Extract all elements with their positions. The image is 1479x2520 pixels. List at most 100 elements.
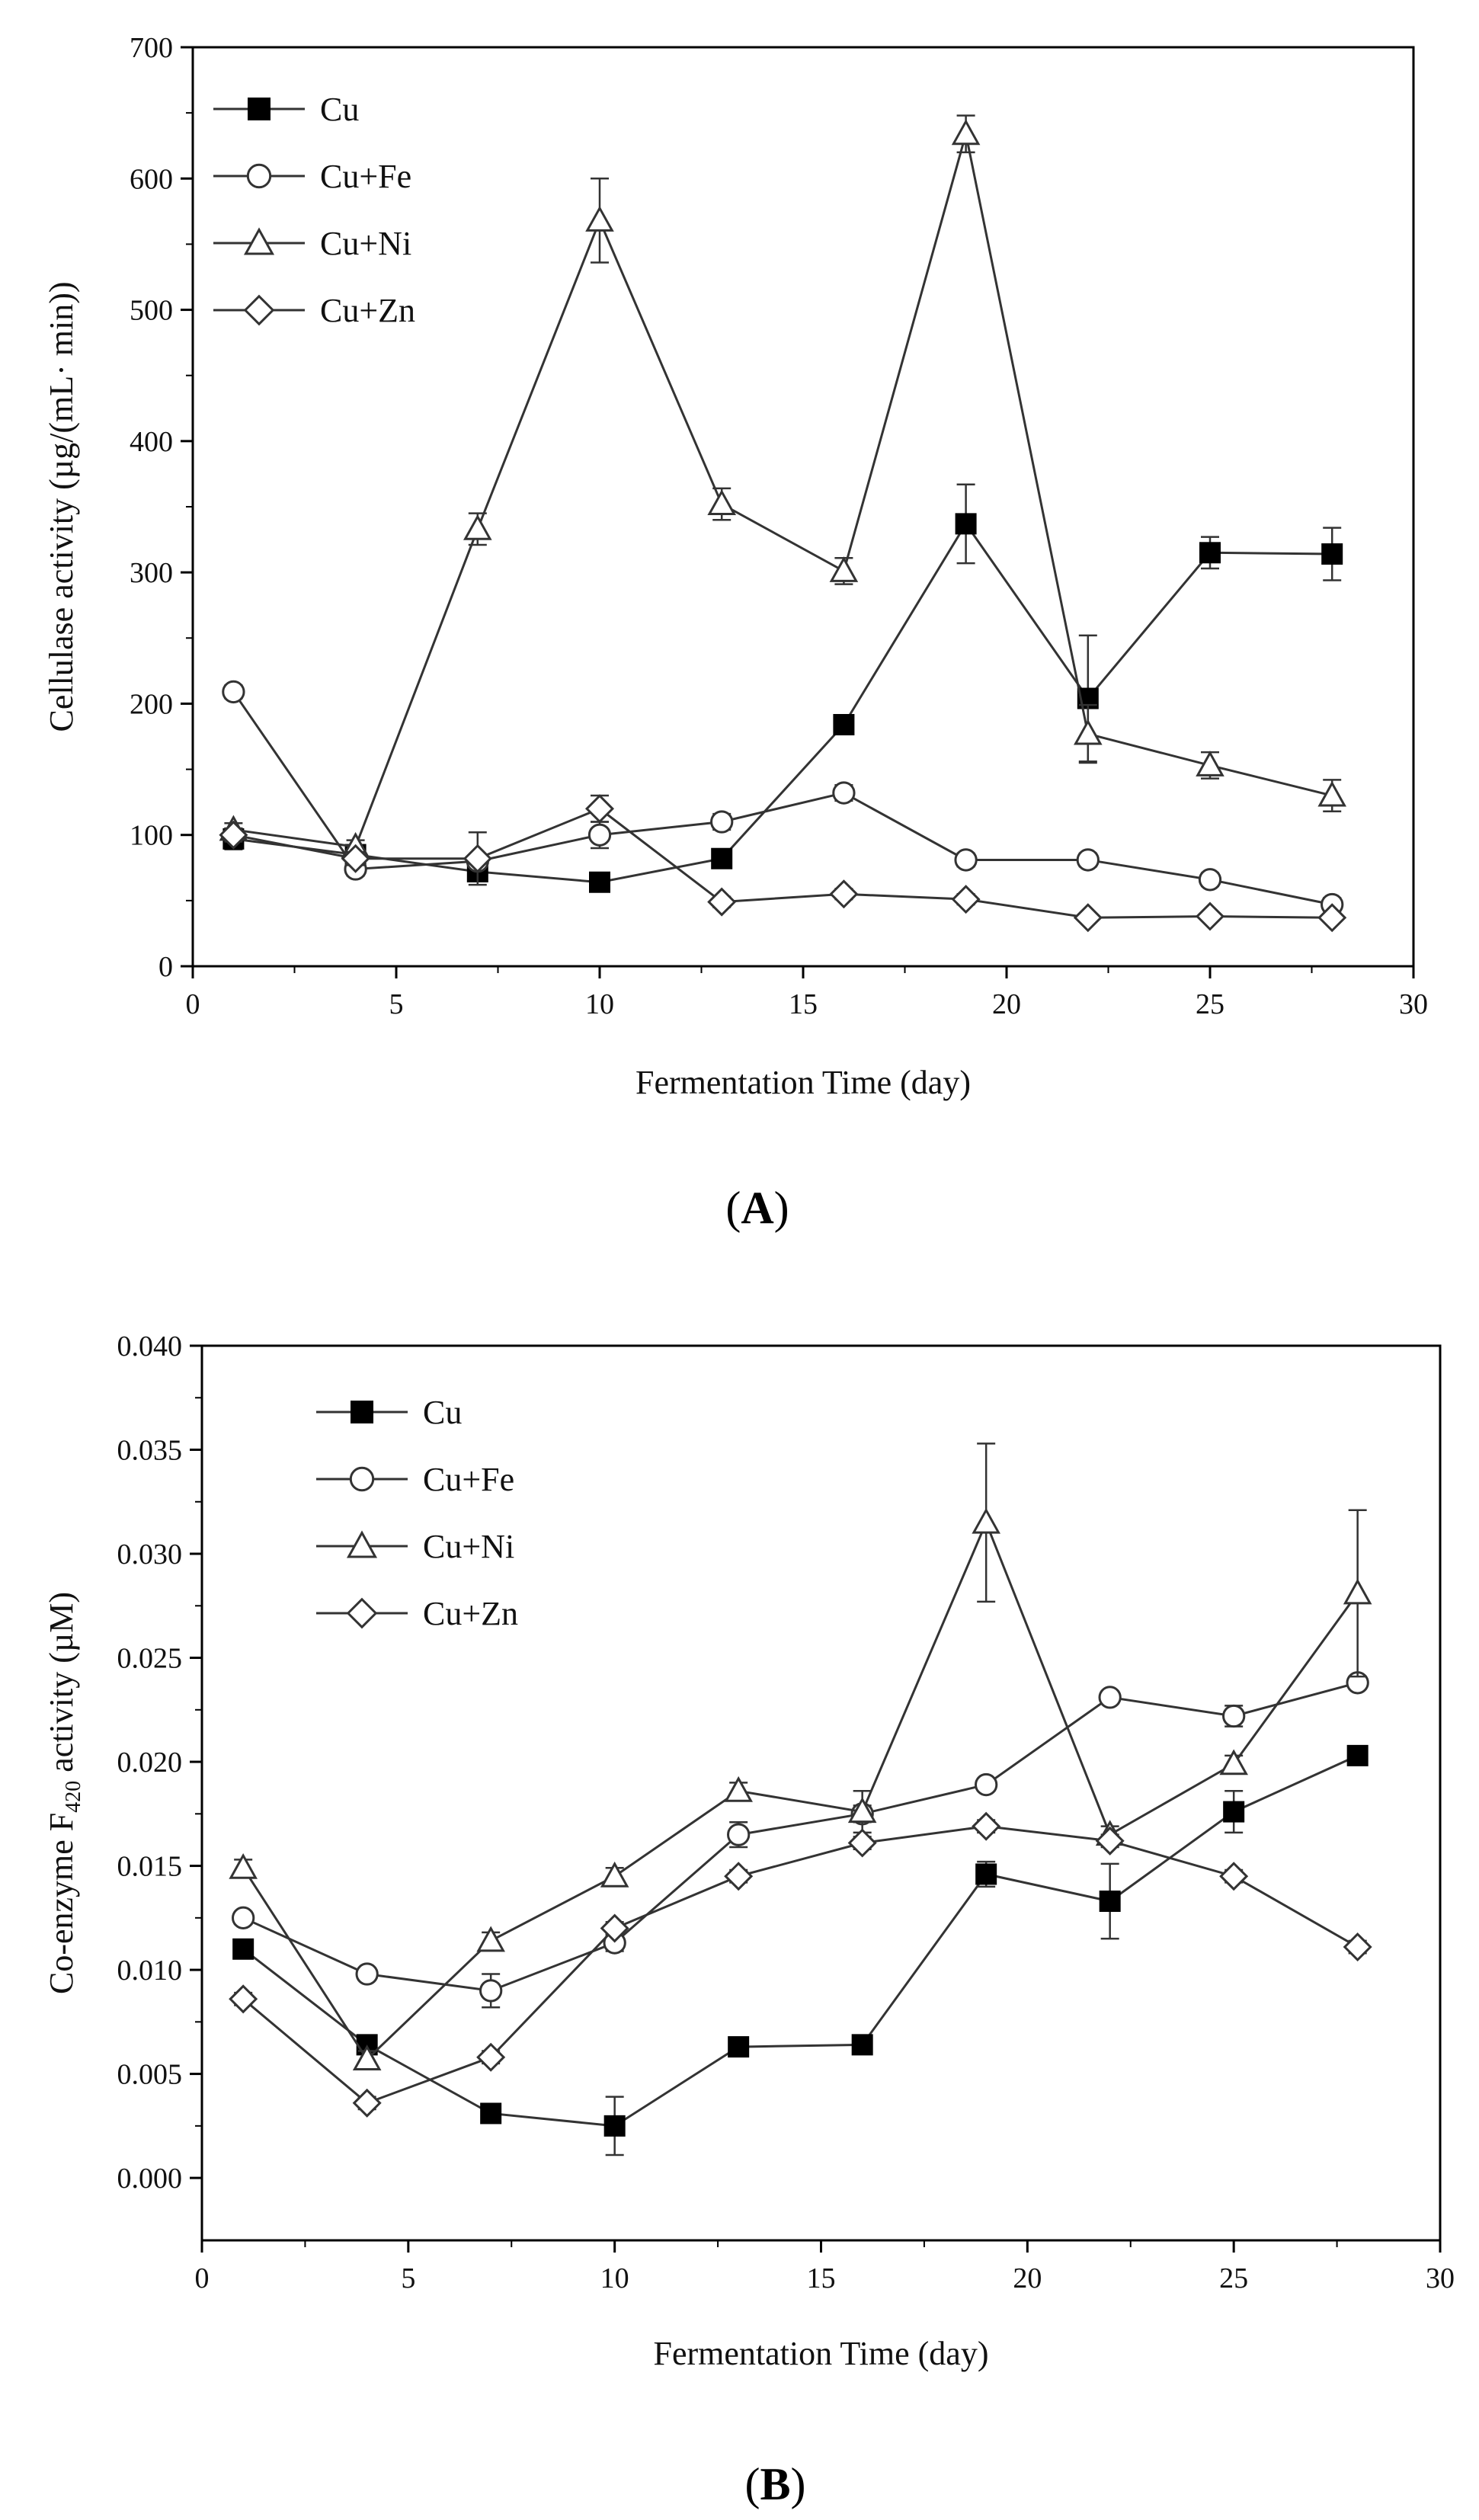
- data-point: [480, 2102, 502, 2125]
- y-tick-label: 0.030: [117, 1539, 183, 1571]
- x-axis-title: Fermentation Time (day): [654, 2335, 989, 2372]
- x-axis-title: Fermentation Time (day): [635, 1064, 971, 1101]
- data-point: [1199, 542, 1221, 564]
- panel-label: (B): [745, 2459, 806, 2509]
- panel-label-part: ): [791, 2459, 806, 2509]
- data-point: [832, 781, 856, 805]
- data-point: [352, 2044, 382, 2070]
- data-point: [1317, 780, 1346, 807]
- data-point: [972, 1811, 1001, 1841]
- data-point: [222, 680, 245, 704]
- data-point: [847, 1797, 877, 1824]
- data-point: [1219, 1749, 1248, 1776]
- data-point: [232, 1938, 255, 1960]
- data-point: [1198, 868, 1222, 892]
- data-point: [1223, 1801, 1245, 1823]
- data-point: [229, 1852, 258, 1879]
- series-line: [233, 807, 1333, 919]
- legend-marker: [243, 227, 275, 255]
- y-axis-title-subscript: 420: [62, 1781, 85, 1813]
- legend-marker: [346, 1530, 378, 1558]
- y-axis-title-main: Co-enzyme F: [43, 1813, 80, 1994]
- data-point: [584, 794, 615, 824]
- data-point: [589, 871, 610, 893]
- y-tick-label: 400: [130, 426, 173, 458]
- y-tick-label: 300: [130, 557, 173, 589]
- series-line: [242, 1825, 1359, 2105]
- legend-marker: [246, 163, 272, 189]
- legend-label: Cu+Ni: [423, 1528, 514, 1565]
- data-point: [954, 848, 978, 872]
- data-point: [951, 119, 981, 146]
- data-point: [1076, 848, 1100, 872]
- y-tick-label: 500: [130, 295, 173, 327]
- panel-label-part: A: [741, 1183, 773, 1233]
- y-tick-label: 200: [130, 688, 173, 720]
- y-tick-label: 700: [130, 32, 173, 64]
- series-line: [242, 1681, 1359, 1992]
- panel-label-part: B: [760, 2459, 790, 2509]
- data-point: [711, 847, 733, 869]
- legend-label: Cu+Zn: [320, 292, 415, 329]
- data-point: [600, 1913, 629, 1943]
- x-tick-label: 25: [1219, 2262, 1248, 2294]
- data-point: [707, 887, 737, 917]
- x-tick-label: 15: [807, 2262, 836, 2294]
- data-point: [1346, 1744, 1369, 1766]
- y-tick-label: 0.010: [117, 1955, 183, 1987]
- y-tick-label: 0.035: [117, 1435, 183, 1467]
- x-tick-label: 10: [585, 988, 614, 1020]
- data-point: [972, 1507, 1000, 1534]
- data-point: [727, 1823, 751, 1846]
- legend-label: Cu: [423, 1394, 462, 1431]
- data-point: [476, 2042, 506, 2072]
- data-point: [1099, 1890, 1121, 1912]
- chart-panel-a: 0 5 10 15 20 25 300100200300400500600700Fermen…: [43, 32, 1428, 1233]
- series-cu-zn: [229, 1811, 1372, 2118]
- legend-marker: [349, 1466, 375, 1492]
- data-point: [600, 1861, 629, 1888]
- y-tick-label: 0.040: [117, 1330, 183, 1362]
- series-line: [242, 1519, 1359, 2061]
- data-point: [728, 2036, 750, 2058]
- x-tick-label: 20: [1013, 2262, 1042, 2294]
- data-point: [1219, 1862, 1249, 1891]
- x-tick-label: 30: [1426, 2262, 1455, 2294]
- legend-marker: [248, 98, 271, 120]
- data-point: [1196, 751, 1224, 776]
- data-point: [232, 1906, 255, 1929]
- series-cu-zn: [219, 794, 1347, 933]
- data-point: [341, 844, 370, 873]
- x-tick-label: 20: [992, 988, 1021, 1020]
- data-point: [587, 823, 612, 847]
- series-cu: [222, 483, 1343, 893]
- data-point: [829, 879, 859, 909]
- x-tick-label: 25: [1196, 988, 1224, 1020]
- legend-marker: [351, 1401, 373, 1423]
- data-point: [463, 844, 492, 873]
- data-point: [1317, 903, 1347, 933]
- data-point: [724, 1776, 753, 1802]
- legend-label: Cu+Fe: [320, 158, 411, 195]
- chart-panel-b: 0 5 10 15 20 25 30 0.000 0.005 0.010 0.015 0.020 0.0…: [43, 1330, 1455, 2509]
- series-line: [242, 1754, 1359, 2128]
- legend: Cu Cu+Fe Cu+Ni Cu+Zn: [316, 1394, 518, 1632]
- data-point: [851, 2034, 873, 2056]
- data-point: [352, 2088, 382, 2118]
- panel-label-part: (: [745, 2459, 760, 2509]
- y-axis-title: Co-enzyme F420 activity (µM): [43, 1592, 85, 1994]
- data-point: [1098, 1686, 1122, 1709]
- data-point: [975, 1772, 998, 1797]
- y-axis-title-tail: activity (µM): [43, 1592, 80, 1781]
- data-point: [707, 489, 736, 516]
- series-line: [233, 133, 1333, 848]
- legend-marker: [346, 1597, 378, 1629]
- data-point: [1222, 1704, 1246, 1728]
- legend-label: Cu+Ni: [320, 225, 411, 262]
- data-point: [479, 1979, 503, 2003]
- data-point: [724, 1862, 754, 1891]
- data-point: [219, 820, 248, 850]
- data-point: [1095, 1826, 1125, 1856]
- x-tick-label: 0: [186, 988, 200, 1020]
- legend-label: Cu+Zn: [423, 1595, 518, 1632]
